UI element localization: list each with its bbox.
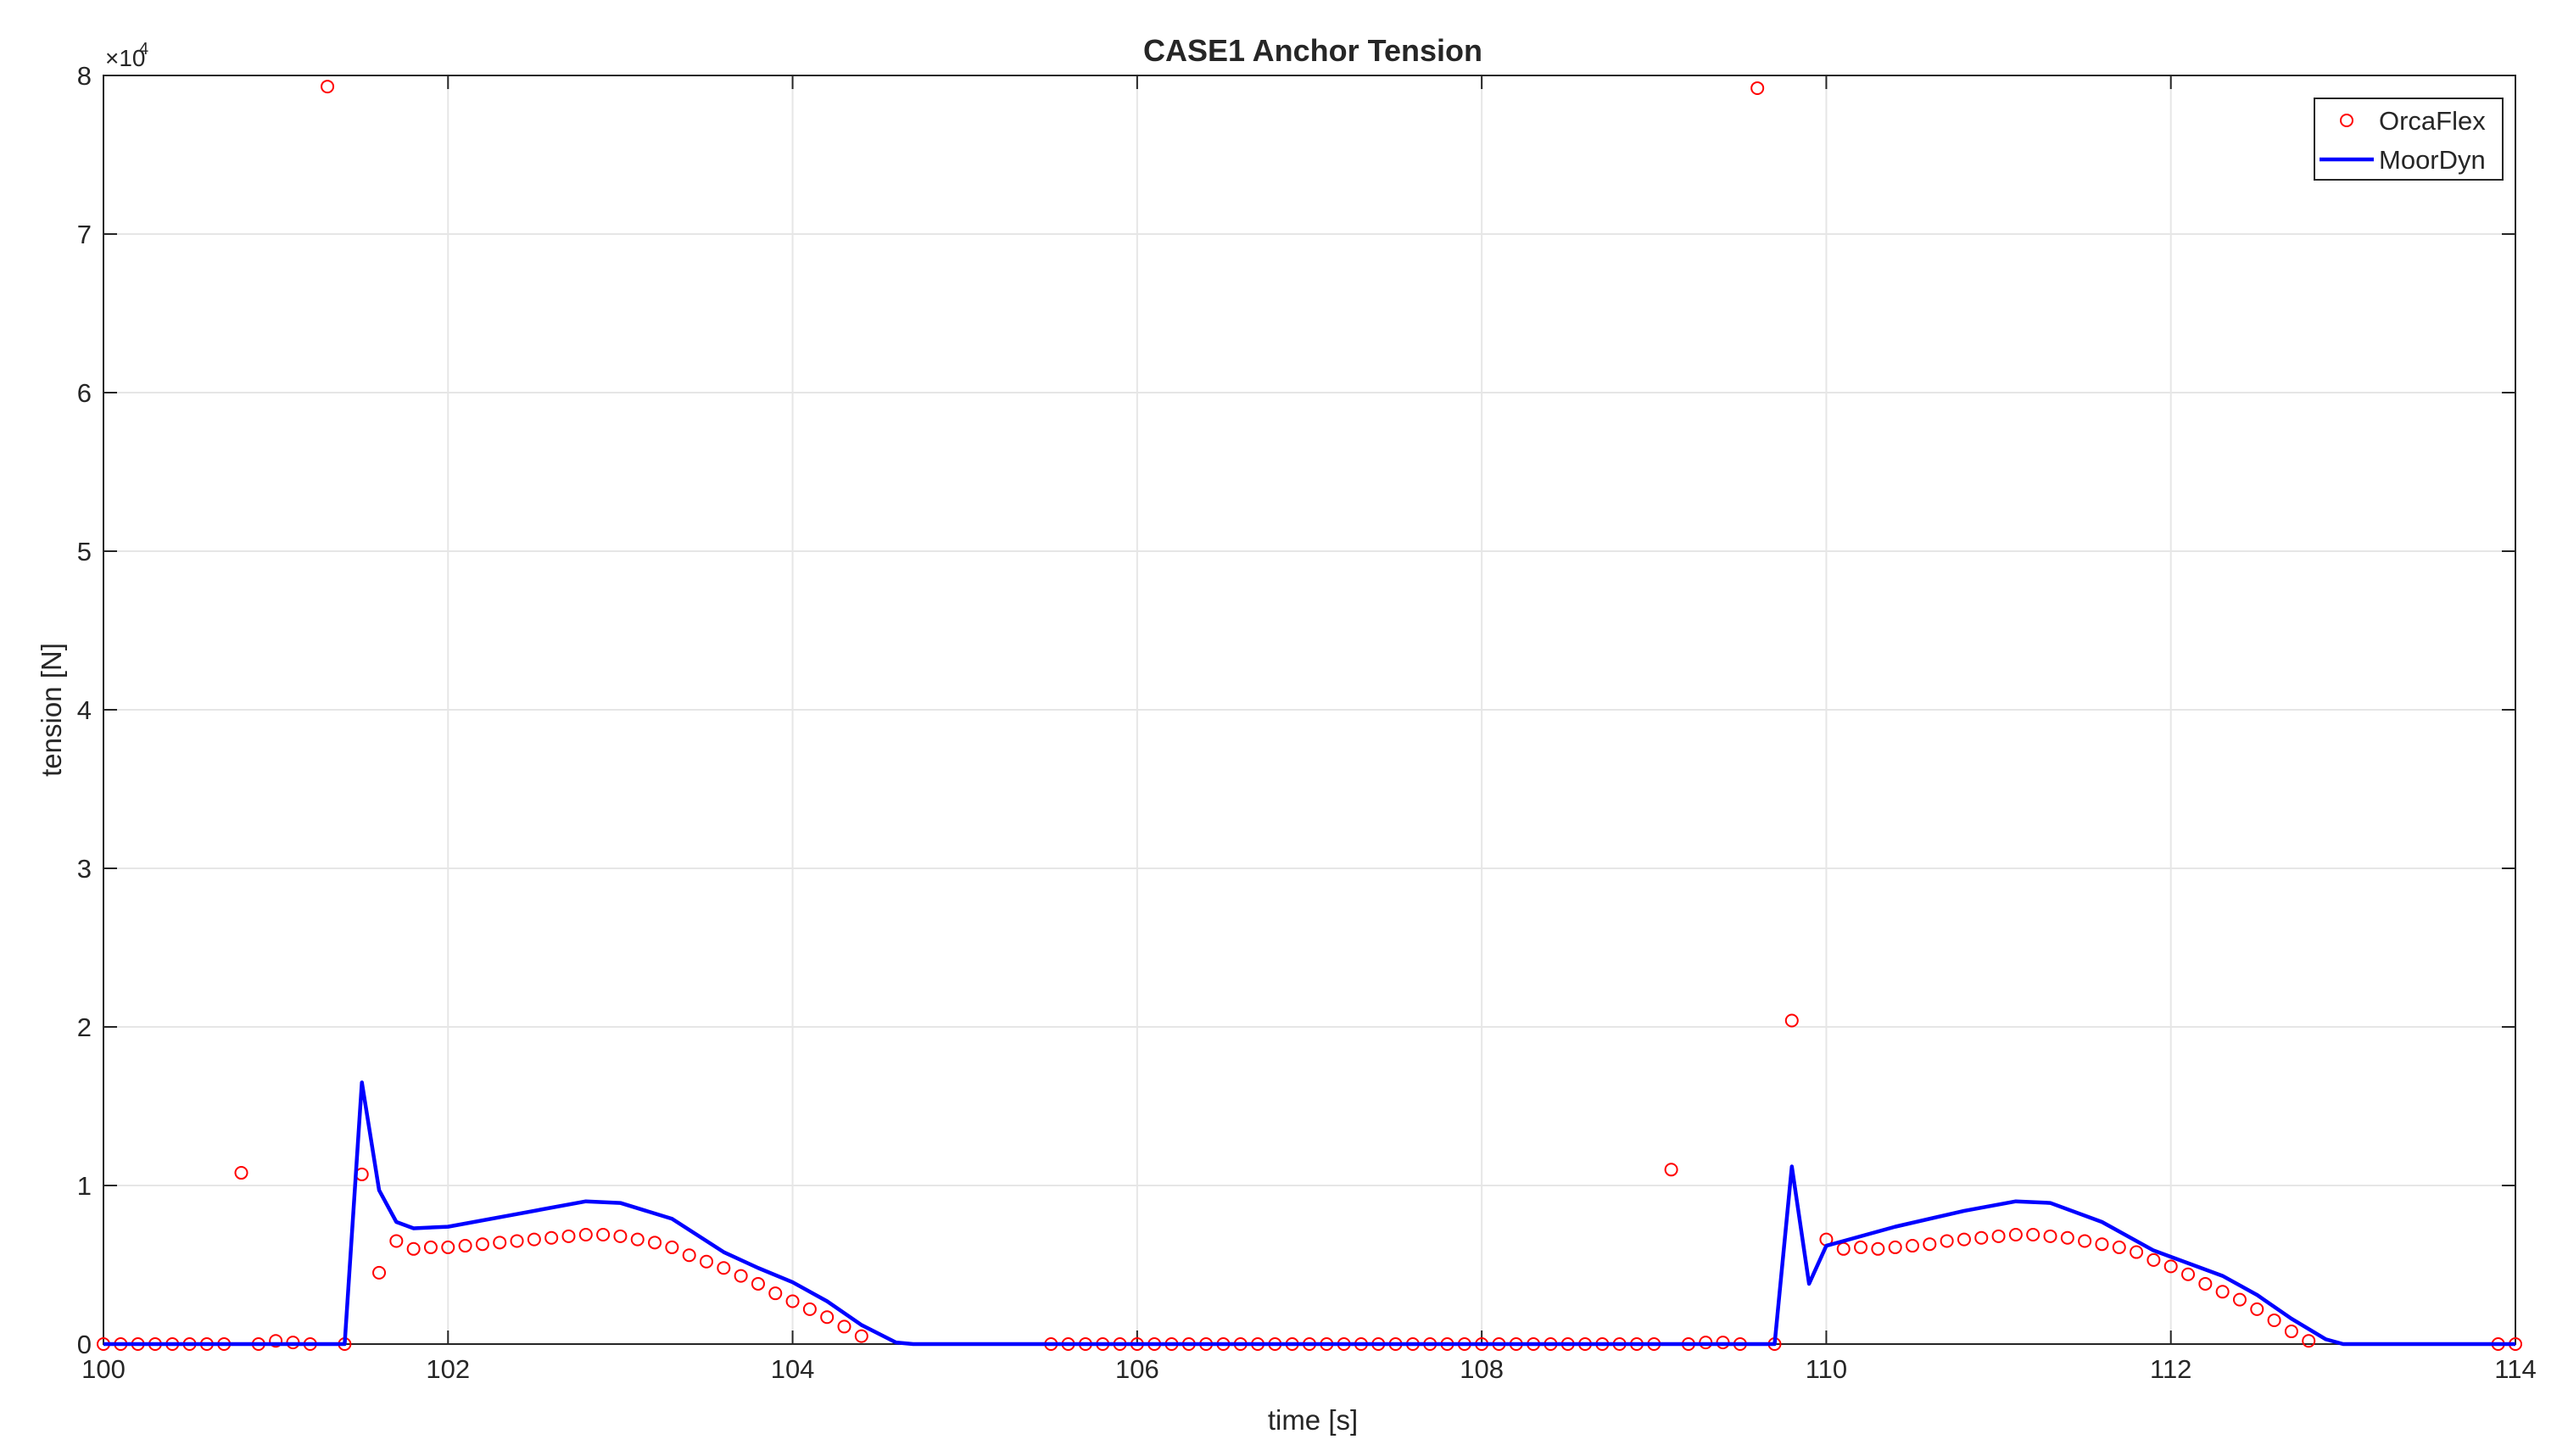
data-point — [2147, 1252, 2161, 1267]
data-point — [2163, 1259, 2178, 1274]
y-tick-label: 4 — [77, 695, 92, 725]
data-point — [1854, 1240, 1868, 1254]
data-point — [269, 1334, 283, 1348]
data-point — [561, 1229, 576, 1243]
data-point — [1888, 1240, 1902, 1254]
data-point — [2060, 1230, 2074, 1245]
data-point — [1906, 1239, 1919, 1253]
y-tick-label: 8 — [77, 61, 92, 91]
x-tick-label: 104 — [771, 1354, 815, 1384]
data-point — [2026, 1227, 2040, 1241]
y-axis-label: tension [N] — [36, 643, 67, 777]
data-point — [2267, 1313, 2281, 1327]
data-point — [2043, 1229, 2057, 1243]
x-tick-label: 102 — [426, 1354, 470, 1384]
data-point — [648, 1236, 662, 1250]
legend: OrcaFlex MoorDyn — [2314, 98, 2504, 181]
y-tick-label: 2 — [77, 1013, 92, 1042]
data-point — [475, 1237, 489, 1252]
x-tick-label: 108 — [1460, 1354, 1504, 1384]
data-point — [665, 1240, 679, 1254]
data-point — [802, 1302, 817, 1316]
data-point — [578, 1227, 593, 1241]
data-point — [527, 1232, 541, 1247]
data-point — [734, 1269, 748, 1283]
data-point — [1750, 81, 1765, 95]
data-point — [372, 1265, 387, 1280]
y-tick-label: 1 — [77, 1171, 92, 1201]
data-point — [458, 1239, 472, 1253]
data-point — [2232, 1292, 2247, 1307]
data-point — [544, 1230, 559, 1245]
data-point — [837, 1319, 851, 1334]
x-tick-label: 114 — [2494, 1354, 2536, 1384]
data-point — [2198, 1276, 2213, 1291]
y-exponent: 4 — [139, 40, 148, 59]
data-point — [2130, 1245, 2144, 1259]
data-point — [423, 1240, 438, 1254]
data-point — [2095, 1237, 2109, 1252]
x-tick-label: 100 — [81, 1354, 126, 1384]
y-tick-label: 7 — [77, 220, 92, 249]
data-point — [785, 1294, 800, 1308]
legend-label: MoorDyn — [2379, 145, 2486, 175]
data-point — [2284, 1325, 2298, 1339]
x-axis-label: time [s] — [1268, 1404, 1358, 1436]
data-point — [596, 1227, 611, 1241]
data-line — [103, 1080, 2515, 1347]
data-point — [2078, 1234, 2092, 1248]
data-point — [820, 1310, 835, 1325]
legend-marker — [2340, 114, 2353, 127]
data-point — [1940, 1234, 1954, 1248]
data-point — [1664, 1163, 1678, 1177]
data-point — [682, 1248, 696, 1263]
data-point — [854, 1329, 868, 1343]
x-tick-label: 112 — [2150, 1354, 2191, 1384]
data-point — [1957, 1232, 1971, 1247]
data-point — [1991, 1229, 2006, 1243]
data-point — [700, 1254, 713, 1269]
data-point — [768, 1286, 783, 1301]
data-point — [1923, 1237, 1937, 1252]
data-point — [321, 80, 335, 94]
data-point — [510, 1234, 524, 1248]
y-multiplier: ×10 — [105, 45, 146, 71]
data-point — [441, 1240, 455, 1254]
data-point — [1836, 1241, 1851, 1256]
data-point — [406, 1241, 421, 1256]
data-point — [751, 1276, 765, 1291]
x-tick-label: 106 — [1115, 1354, 1159, 1384]
data-point — [2112, 1240, 2126, 1254]
data-point — [2250, 1302, 2264, 1316]
y-tick-label: 3 — [77, 854, 92, 884]
data-point — [717, 1261, 731, 1275]
data-point — [2215, 1285, 2230, 1299]
data-point — [613, 1229, 628, 1243]
chart-title: CASE1 Anchor Tension — [1143, 33, 1482, 68]
data-point — [2181, 1267, 2196, 1281]
data-point — [234, 1166, 248, 1180]
data-point — [1784, 1013, 1799, 1028]
data-point — [2008, 1227, 2023, 1241]
data-point — [493, 1236, 507, 1250]
y-tick-label: 5 — [77, 537, 92, 566]
y-tick-label: 6 — [77, 378, 92, 408]
data-point — [630, 1232, 645, 1247]
data-point — [2302, 1334, 2316, 1348]
data-point — [1974, 1230, 1989, 1245]
legend-box — [2314, 98, 2504, 181]
data-point — [389, 1234, 404, 1248]
legend-label: OrcaFlex — [2379, 106, 2486, 136]
x-tick-label: 110 — [1806, 1354, 1847, 1384]
data-point — [1871, 1241, 1885, 1256]
y-tick-label: 0 — [77, 1330, 92, 1359]
